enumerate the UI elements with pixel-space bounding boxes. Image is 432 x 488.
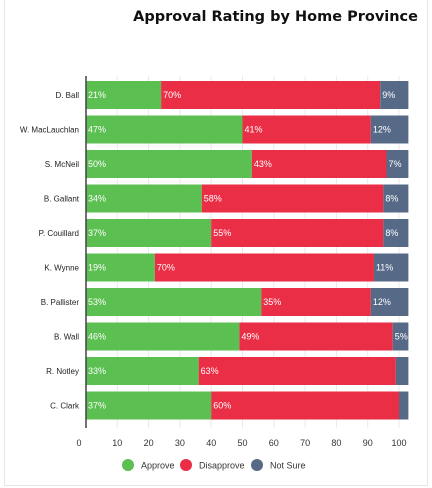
bar-segment-not-sure [395,357,409,385]
chart-title: Approval Rating by Home Province [133,9,418,25]
data-label: 41% [245,125,263,135]
data-label: 37% [88,228,106,238]
data-label: 55% [213,228,231,238]
data-label: 63% [201,366,219,376]
data-label: 47% [88,125,106,135]
bar-segment-not-sure [380,81,409,109]
bar-segment-approve [86,115,243,144]
x-tick-label: 60 [269,438,279,448]
category-label: S. McNeil [45,160,79,169]
data-label: 70% [157,263,175,273]
x-tick-label: 40 [206,438,216,448]
x-tick-label: 100 [391,438,406,448]
bar-segment-disapprove [251,150,387,178]
bar-segment-disapprove [201,184,384,213]
legend-label[interactable]: Approve [141,461,175,471]
data-label: 34% [88,194,106,204]
data-label: 8% [385,194,398,204]
data-label: 12% [373,297,391,307]
bar-segment-disapprove [242,115,371,144]
data-label: 37% [88,401,106,411]
data-label: 70% [163,90,181,100]
bar-segment-not-sure [383,184,409,213]
data-label: 21% [88,90,106,100]
bar-segment-disapprove [198,357,396,385]
category-label: B. Pallister [41,298,80,307]
category-label: P. Couillard [39,229,79,238]
x-tick-label: 20 [144,438,154,448]
bar-segment-not-sure [399,391,409,420]
bar-segment-disapprove [154,253,374,282]
category-label: W. MacLauchlan [20,126,79,135]
legend-label[interactable]: Not Sure [270,461,306,471]
category-label: C. Clark [50,402,80,411]
x-tick-label: 50 [237,438,247,448]
bar-segment-disapprove [261,288,371,316]
x-tick-label: 90 [363,438,373,448]
bar-segment-approve [86,357,199,385]
category-label: B. Gallant [44,195,80,204]
bar-segment-approve [86,253,155,282]
bar-segment-not-sure [383,219,409,247]
x-tick-label: 30 [175,438,185,448]
bar-segment-approve [86,150,252,178]
bar-segment-disapprove [239,322,393,351]
data-label: 43% [254,159,272,169]
bar-segment-not-sure [370,288,409,316]
bar-segment-approve [86,391,212,420]
data-label: 8% [385,228,398,238]
x-tick-label: 80 [331,438,341,448]
bar-segment-not-sure [386,150,409,178]
bar-segment-not-sure [392,322,409,351]
bar-segment-approve [86,288,262,316]
data-label: 60% [213,401,231,411]
x-tick-label: 70 [300,438,310,448]
bar-segment-approve [86,219,212,247]
bar-segment-not-sure [373,253,409,282]
category-label: R. Notley [46,367,79,376]
data-label: 9% [382,90,395,100]
bar-segment-approve [86,81,162,109]
legend-marker[interactable] [122,459,134,471]
legend-marker[interactable] [180,459,192,471]
chart-frame [4,0,428,486]
data-label: 58% [204,194,222,204]
data-label: 7% [388,159,401,169]
data-label: 53% [88,297,106,307]
bar-segment-disapprove [211,219,384,247]
data-label: 49% [241,332,259,342]
data-label: 5% [395,332,408,342]
category-label: D. Ball [55,91,79,100]
x-tick-label: 0 [76,438,81,448]
bar-segment-disapprove [211,391,399,420]
bar-segment-approve [86,322,240,351]
bar-segment-disapprove [161,81,381,109]
bar-segment-not-sure [370,115,409,144]
data-label: 46% [88,332,106,342]
data-label: 50% [88,159,106,169]
bar-segment-approve [86,184,202,213]
category-label: K. Wynne [44,264,79,273]
category-label: B. Wall [54,333,79,342]
legend-label[interactable]: Disapprove [199,461,245,471]
data-label: 33% [88,366,106,376]
data-label: 12% [373,125,391,135]
data-label: 35% [263,297,281,307]
data-label: 11% [376,263,393,273]
data-label: 19% [88,263,106,273]
legend-marker[interactable] [251,459,263,471]
x-tick-label: 10 [112,438,122,448]
